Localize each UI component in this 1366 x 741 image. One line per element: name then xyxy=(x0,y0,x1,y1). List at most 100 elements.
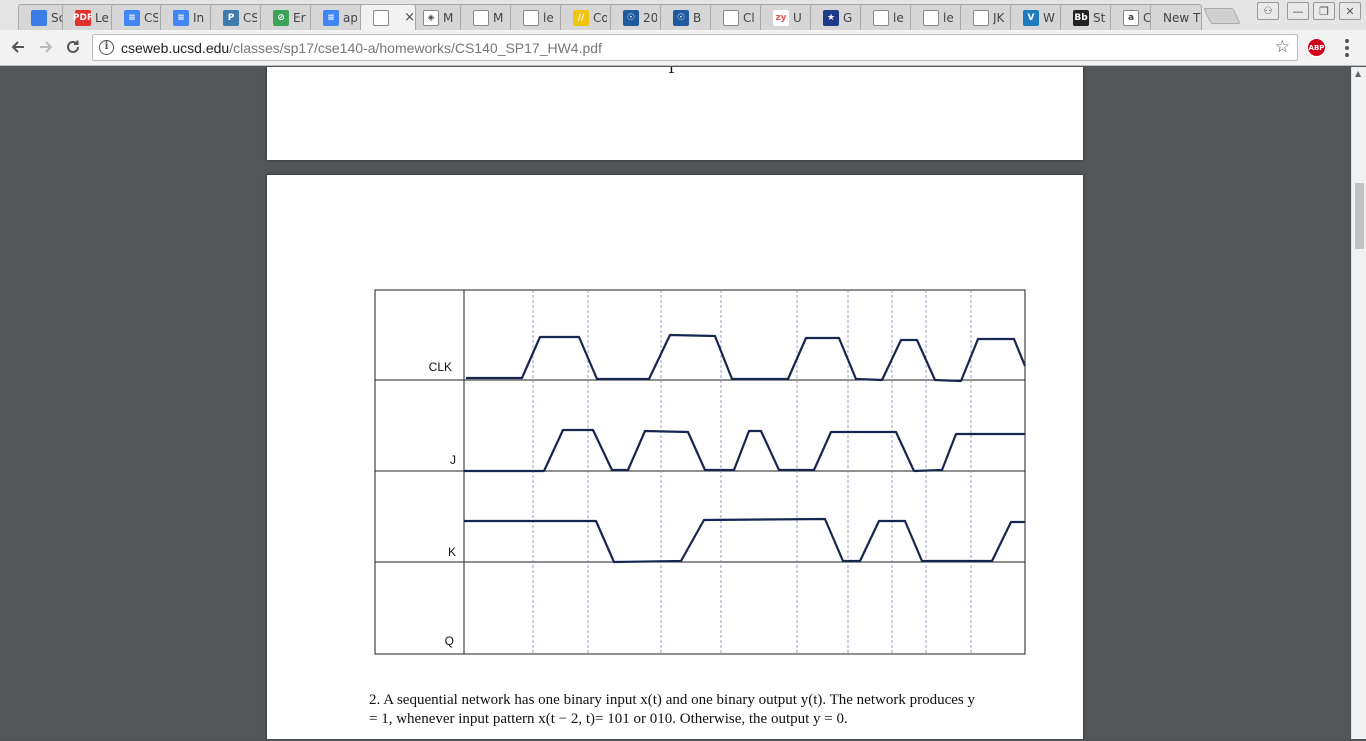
tab-title: New T xyxy=(1163,10,1201,25)
tab-title: Er xyxy=(293,10,306,25)
reload-icon xyxy=(67,40,79,53)
tab-title: le xyxy=(893,10,904,25)
docs-icon: ≡ xyxy=(323,9,339,26)
chrome-menu-button[interactable] xyxy=(1340,37,1354,59)
vertical-scrollbar[interactable]: ▲ xyxy=(1351,67,1366,741)
tab-3[interactable]: ≡ CS xyxy=(111,4,167,30)
tab-13[interactable]: ☉ 20 xyxy=(610,4,666,30)
tab-title: G xyxy=(843,10,853,25)
browser-toolbar: i cseweb.ucsd.edu/classes/sp17/cse140-a/… xyxy=(0,30,1366,66)
tab-title: St xyxy=(1093,10,1106,25)
v-icon: V xyxy=(1023,9,1039,26)
tab-22[interactable]: Bb St xyxy=(1060,4,1116,30)
tab-title: Cl xyxy=(1143,10,1155,25)
tab-11[interactable]: le xyxy=(510,4,566,30)
new-tab-button[interactable] xyxy=(1203,8,1241,24)
signal-label-j: J xyxy=(450,453,456,467)
tab-24[interactable]: New T xyxy=(1150,4,1202,30)
j-waveform xyxy=(464,428,1025,473)
tab-title: Co xyxy=(593,10,607,25)
question-number: 2. xyxy=(369,692,381,708)
pdf-page-1: 1 xyxy=(267,67,1083,160)
docs-icon: ≡ xyxy=(173,9,189,26)
tab-4[interactable]: ≡ In xyxy=(160,4,216,30)
bookmark-star-icon[interactable]: ☆ xyxy=(1274,37,1290,57)
reload-button[interactable] xyxy=(61,35,85,59)
tab-title: M xyxy=(493,10,504,25)
page-icon xyxy=(473,9,489,26)
tab-title: CS xyxy=(243,10,257,25)
tab-strip: ScPDFLe≡CS≡InPCS⊘Er≡ap×◈MMle//Co☉20☉BClz… xyxy=(0,0,1366,30)
back-arrow-icon xyxy=(11,41,24,53)
timing-diagram: CLK J K Q xyxy=(374,289,1026,655)
close-tab-icon[interactable]: × xyxy=(404,10,415,25)
url-path: /classes/sp17/cse140-a/homeworks/CS140_S… xyxy=(229,40,602,56)
green-circle-icon: ⊘ xyxy=(273,9,289,26)
signal-label-q: Q xyxy=(445,634,454,648)
k-waveform xyxy=(464,517,1025,564)
tab-title: CS xyxy=(144,10,158,25)
ucsd-icon: ☉ xyxy=(673,9,689,26)
tab-18[interactable]: le xyxy=(860,4,916,30)
zybooks-icon: zy xyxy=(773,9,789,26)
page-icon xyxy=(923,9,939,26)
scrollbar-thumb[interactable] xyxy=(1355,183,1364,249)
scroll-up-arrow-icon[interactable]: ▲ xyxy=(1355,69,1362,78)
tab-title: Le xyxy=(95,10,109,25)
tab-9[interactable]: ◈ M xyxy=(410,4,466,30)
tab-title: le xyxy=(543,10,554,25)
signal-label-k: K xyxy=(448,545,456,559)
pdf-page-2: CLK J K Q 2. A sequential network has one b… xyxy=(267,175,1083,741)
tab-2[interactable]: PDF Le xyxy=(62,4,118,30)
tab-title: JK xyxy=(993,10,1005,25)
pdf-icon: PDF xyxy=(73,9,93,26)
maximize-button[interactable]: ❐ xyxy=(1313,2,1335,20)
back-button[interactable] xyxy=(6,35,30,59)
tab-title: Sc xyxy=(51,10,65,25)
tab-7[interactable]: ≡ ap xyxy=(310,4,366,30)
tab-title: Cl xyxy=(743,10,755,25)
diamond-icon: ◈ xyxy=(423,9,439,26)
tab-12[interactable]: // Co xyxy=(560,4,616,30)
tab-14[interactable]: ☉ B xyxy=(660,4,716,30)
tab-6[interactable]: ⊘ Er xyxy=(260,4,316,30)
tab-10[interactable]: M xyxy=(460,4,516,30)
tab-15[interactable]: Cl xyxy=(710,4,766,30)
forward-arrow-icon xyxy=(40,41,53,53)
clk-waveform xyxy=(466,333,1026,383)
ams-icon: a xyxy=(1123,9,1139,26)
docs-icon: ≡ xyxy=(124,9,140,26)
tab-title: B xyxy=(693,10,702,25)
tab-title: U xyxy=(793,10,802,25)
close-window-button[interactable]: ✕ xyxy=(1339,2,1361,20)
minimize-button[interactable]: — xyxy=(1287,2,1309,20)
page-icon xyxy=(973,9,989,26)
tab-title: 20 xyxy=(643,10,657,25)
profile-button[interactable]: ⚇ xyxy=(1257,2,1279,20)
tab-5[interactable]: P CS xyxy=(210,4,266,30)
adblock-icon[interactable]: ABP xyxy=(1307,38,1326,57)
diagram-border xyxy=(374,289,1026,655)
signal-label-clk: CLK xyxy=(429,360,452,374)
url-text[interactable]: cseweb.ucsd.edu/classes/sp17/cse140-a/ho… xyxy=(121,40,602,56)
tab-16[interactable]: zy U xyxy=(760,4,816,30)
url-host: cseweb.ucsd.edu xyxy=(121,40,230,56)
tab-17[interactable]: ★ G xyxy=(810,4,866,30)
address-bar[interactable]: i cseweb.ucsd.edu/classes/sp17/cse140-a/… xyxy=(92,34,1298,61)
pdf-viewer[interactable]: 1 CLK J K Q 2. A sequential network has one… xyxy=(0,67,1366,741)
page-number: 1 xyxy=(667,67,676,77)
info-icon[interactable]: i xyxy=(99,40,114,55)
page-icon xyxy=(373,9,389,26)
stripes-icon: // xyxy=(573,9,589,26)
forward-button[interactable] xyxy=(34,35,58,59)
tab-19[interactable]: le xyxy=(910,4,966,30)
tab-20[interactable]: JK xyxy=(960,4,1016,30)
bottom-edge xyxy=(0,739,1366,741)
question-text: A sequential network has one binary inpu… xyxy=(369,692,975,727)
ucsd-icon: ☉ xyxy=(623,9,639,26)
page-icon xyxy=(873,9,889,26)
page-icon xyxy=(523,9,539,26)
tab-8[interactable]: × xyxy=(360,4,416,30)
tab-title: W xyxy=(1043,10,1055,25)
